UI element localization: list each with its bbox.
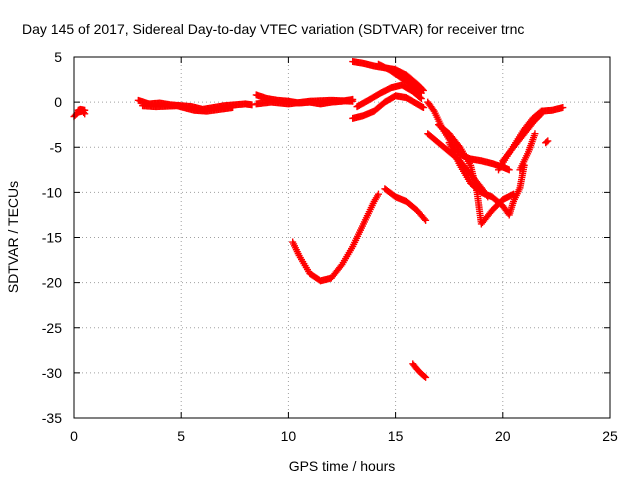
x-tick-label: 5 <box>177 428 185 444</box>
data-trace <box>74 105 89 114</box>
data-trace <box>139 102 237 115</box>
x-axis-label: GPS time / hours <box>289 458 396 474</box>
data-point <box>544 137 552 145</box>
data-point <box>417 95 425 103</box>
data-point <box>543 138 551 146</box>
x-tick-label: 10 <box>281 428 297 444</box>
data-point <box>349 97 357 105</box>
y-tick-label: -30 <box>42 365 62 381</box>
data-trace <box>252 96 357 108</box>
data-point <box>421 372 429 380</box>
data-point <box>537 110 545 118</box>
data-layer <box>70 58 567 381</box>
data-point <box>429 106 437 114</box>
y-tick-label: -5 <box>50 139 63 155</box>
data-point <box>422 216 430 224</box>
y-tick-label: -15 <box>42 230 62 246</box>
data-point <box>419 104 427 112</box>
data-point <box>229 104 237 112</box>
x-tick-label: 20 <box>495 428 511 444</box>
data-trace <box>495 104 567 174</box>
y-tick-label: -35 <box>42 410 62 426</box>
data-trace <box>409 360 430 381</box>
data-point <box>531 130 539 138</box>
data-point <box>81 106 89 114</box>
x-tick-label: 0 <box>70 428 78 444</box>
data-trace <box>542 137 552 147</box>
data-point <box>248 101 256 109</box>
data-point <box>374 190 382 198</box>
y-axis-label: SDTVAR / TECUs <box>5 181 21 293</box>
data-trace <box>381 185 430 224</box>
x-tick-label: 15 <box>388 428 404 444</box>
data-point <box>505 166 513 174</box>
x-tick-label: 25 <box>602 428 618 444</box>
data-point <box>420 215 428 223</box>
data-trace <box>499 110 545 165</box>
data-point <box>559 104 567 112</box>
data-trace <box>445 139 528 219</box>
ticks-layer: 0 5 10 15 20 25 -35 -30 -25 -20 -15 -10 -5 0 5 <box>42 49 618 444</box>
y-tick-label: 5 <box>54 49 62 65</box>
plot-frame <box>73 56 611 419</box>
y-tick-label: -20 <box>42 275 62 291</box>
y-tick-label: 0 <box>54 94 62 110</box>
data-point <box>536 111 544 119</box>
data-trace <box>374 60 425 97</box>
y-tick-label: -10 <box>42 184 62 200</box>
grid-layer <box>74 57 610 418</box>
data-point <box>422 373 430 381</box>
data-trace <box>289 190 382 285</box>
data-point <box>455 142 463 150</box>
data-point <box>416 93 424 101</box>
data-trace <box>349 92 427 122</box>
data-trace <box>353 81 425 111</box>
chart-title: Day 145 of 2017, Sidereal Day-to-day VTE… <box>22 21 524 37</box>
data-trace <box>516 130 539 174</box>
y-tick-label: -25 <box>42 320 62 336</box>
data-point <box>337 262 345 270</box>
